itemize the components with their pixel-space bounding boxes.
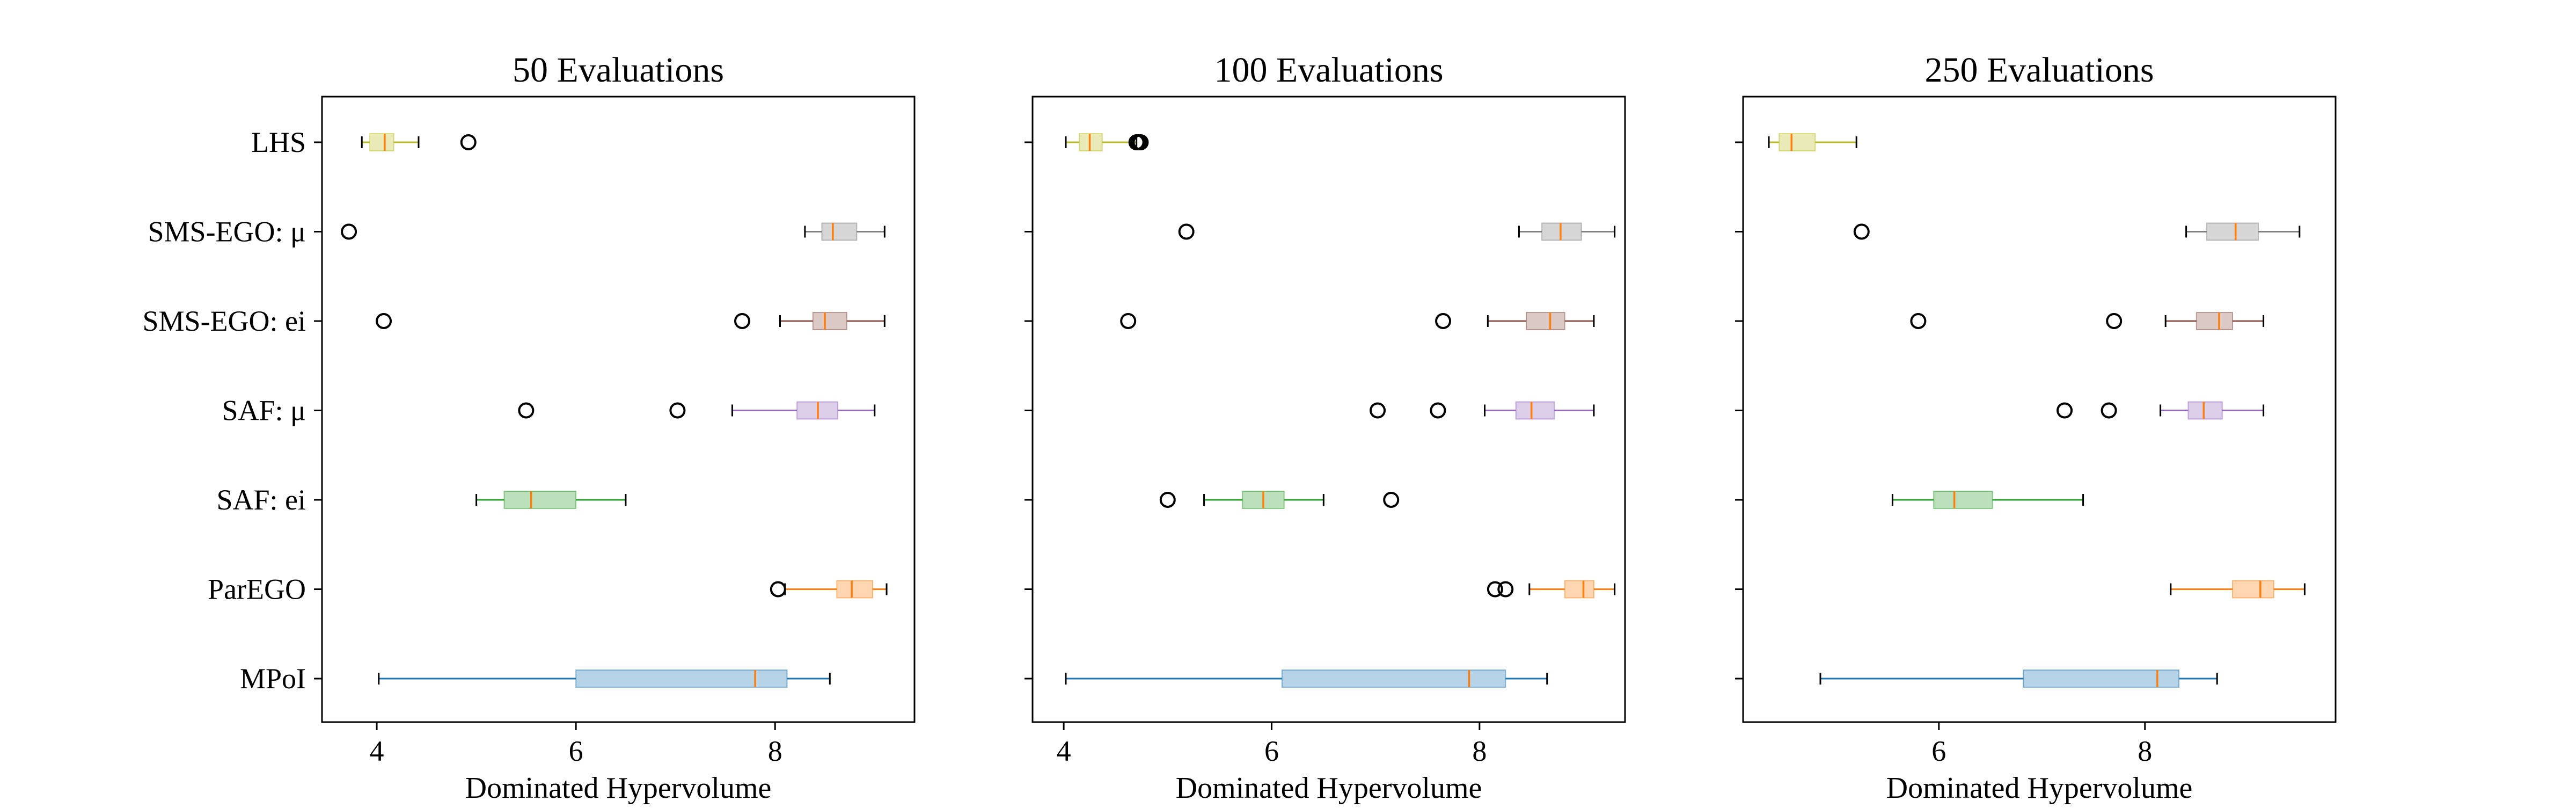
- flier-point: [1383, 492, 1400, 508]
- x-axis-label: Dominated Hypervolume: [465, 771, 772, 805]
- iqr-box: [1281, 669, 1506, 688]
- x-tick-label: 4: [370, 735, 384, 767]
- flier-point: [1178, 223, 1195, 240]
- panel-1: 50 Evaluations 4 6 8 Dominated Hypervolume LH…: [142, 50, 916, 805]
- iqr-box: [1079, 133, 1103, 151]
- panel-title: 250 Evaluations: [1924, 50, 2154, 90]
- box-sms-ego-ei: [1120, 312, 1595, 330]
- flier-point: [1159, 492, 1176, 508]
- x-axis-label: Dominated Hypervolume: [1886, 771, 2193, 805]
- flier-point: [1435, 313, 1452, 329]
- x-tick-label: 8: [2138, 735, 2152, 767]
- flier-point: [376, 313, 392, 329]
- flier-point: [341, 223, 357, 240]
- flier-point: [734, 313, 751, 329]
- y-tick-label: ParEGO: [208, 573, 306, 606]
- panel-title: 100 Evaluations: [1214, 50, 1443, 90]
- box-saf-ei: [1159, 491, 1400, 509]
- iqr-box: [2187, 401, 2223, 420]
- panel-3: 250 Evaluations 6 8 Dominated Hypervolume: [1735, 50, 2337, 805]
- box-mpoi: [378, 669, 831, 688]
- flier-point: [2101, 402, 2117, 419]
- flier-point: [1120, 313, 1137, 329]
- box-parego: [1487, 580, 1616, 599]
- flier-point: [1487, 581, 1503, 598]
- box-lhs: [1065, 133, 1149, 151]
- iqr-box: [1515, 401, 1555, 420]
- iqr-box: [812, 312, 847, 330]
- flier-point: [2106, 313, 2123, 329]
- flier-point: [1430, 402, 1446, 419]
- axes-frame: [321, 96, 916, 723]
- x-axis-label: Dominated Hypervolume: [1176, 771, 1482, 805]
- y-tick-label: SMS-EGO: ei: [142, 305, 306, 337]
- box-parego: [2170, 580, 2306, 599]
- axes-frame: [1742, 96, 2337, 723]
- y-tick-label: SAF: ei: [216, 484, 306, 516]
- iqr-box: [2232, 580, 2274, 599]
- box-sms-ego-ei: [376, 312, 885, 330]
- box-saf-ei: [1891, 491, 2084, 509]
- x-tick-label: 6: [1931, 735, 1946, 767]
- flier-point: [1910, 313, 1927, 329]
- iqr-box: [1564, 580, 1594, 599]
- box-lhs: [361, 133, 477, 151]
- box-sms-ego-ei: [1910, 312, 2265, 330]
- x-tick-label: 8: [768, 735, 782, 767]
- box-sms-ego: [341, 222, 885, 241]
- panel-2: 100 Evaluations 4 6 8 Dominated Hypervolume: [1024, 50, 1626, 805]
- box-parego: [770, 580, 888, 599]
- iqr-box: [2023, 669, 2180, 688]
- iqr-box: [1526, 312, 1565, 330]
- iqr-box: [821, 222, 858, 241]
- box-lhs: [1768, 133, 1857, 151]
- y-tick-label: MPoI: [240, 663, 306, 695]
- box-saf: [518, 401, 876, 420]
- flier-point: [1370, 402, 1386, 419]
- flier-point: [518, 402, 535, 419]
- x-tick-label: 4: [1057, 735, 1071, 767]
- iqr-box: [369, 133, 394, 151]
- flier-point: [460, 134, 477, 150]
- box-mpoi: [1065, 669, 1548, 688]
- x-tick-label: 6: [1264, 735, 1279, 767]
- iqr-box: [575, 669, 788, 688]
- x-tick-label: 6: [569, 735, 583, 767]
- flier-point: [1853, 223, 1870, 240]
- box-mpoi: [1819, 669, 2218, 688]
- iqr-box: [1779, 133, 1816, 151]
- panel-title: 50 Evaluations: [513, 50, 724, 90]
- x-tick-label: 8: [1472, 735, 1487, 767]
- flier-point: [770, 581, 786, 598]
- iqr-box: [836, 580, 874, 599]
- flier-point: [669, 402, 686, 419]
- iqr-box: [503, 491, 577, 509]
- axes-frame: [1031, 96, 1626, 723]
- flier-point: [2057, 402, 2073, 419]
- flier-point: [1497, 581, 1514, 598]
- iqr-box: [2196, 312, 2234, 330]
- box-sms-ego: [1853, 222, 2301, 241]
- y-tick-label: LHS: [251, 126, 306, 158]
- y-tick-label: SMS-EGO: μ: [148, 216, 306, 248]
- iqr-box: [2206, 222, 2259, 241]
- flier-point: [1132, 134, 1149, 150]
- box-saf: [1370, 401, 1595, 420]
- y-tick-label: SAF: μ: [222, 395, 306, 427]
- box-saf-ei: [475, 491, 627, 509]
- box-saf: [2057, 401, 2265, 420]
- iqr-box: [1933, 491, 1993, 509]
- box-sms-ego: [1178, 222, 1616, 241]
- iqr-box: [1541, 222, 1582, 241]
